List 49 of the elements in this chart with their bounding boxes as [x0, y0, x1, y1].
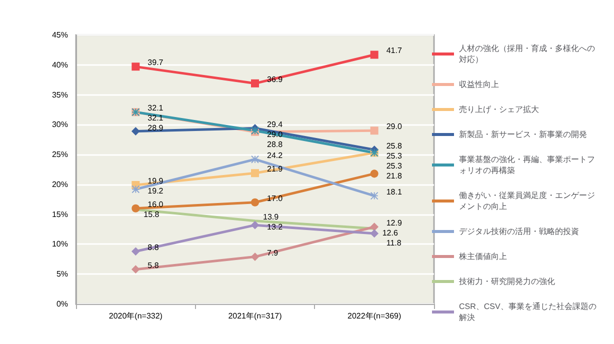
legend-label: 収益性向上: [459, 80, 499, 89]
y-tick-label: 20%: [52, 180, 68, 189]
legend-label: 新製品・新サービス・新事業の開発: [459, 130, 587, 139]
y-tick-label: 0%: [56, 300, 68, 308]
data-label: 25.3: [386, 151, 402, 160]
y-tick-label: 10%: [52, 240, 68, 249]
data-label: 29.4: [267, 120, 284, 129]
legend-label: 技術力・研究開発力の強化: [458, 277, 555, 286]
legend-label: 株主価値向上: [458, 252, 507, 261]
data-label: 11.8: [386, 238, 402, 248]
data-label: 32.1: [148, 104, 164, 113]
data-label: 19.9: [148, 176, 164, 186]
x-tick-label: 2020年(n=332): [108, 312, 163, 320]
data-label: 5.8: [148, 260, 160, 270]
legend-label: デジタル技術の活用・戦略的投資: [459, 227, 579, 236]
data-label: 18.1: [386, 187, 402, 196]
data-label: 7.9: [267, 248, 279, 258]
legend-label: 人材の強化（採用・育成・多様化への対応）: [459, 44, 595, 64]
y-tick-label: 35%: [52, 90, 68, 100]
y-tick-label: 25%: [52, 150, 68, 160]
data-label: 32.1: [148, 114, 164, 123]
data-label: 25.3: [386, 161, 402, 170]
legend-label: CSR、CSV、事業を通じた社会課題の解決: [459, 302, 596, 322]
data-label: 39.7: [148, 58, 164, 68]
y-tick-label: 40%: [52, 60, 68, 70]
y-tick-label: 15%: [52, 210, 68, 219]
data-label: 36.9: [267, 74, 284, 84]
data-label: 12.6: [382, 228, 398, 238]
data-label: 12.9: [386, 218, 402, 228]
data-label: 21.9: [267, 164, 284, 174]
data-label: 29.0: [386, 122, 402, 132]
data-label: 8.8: [148, 242, 160, 252]
data-label: 41.7: [386, 46, 402, 56]
data-label: 28.8: [267, 140, 284, 149]
data-label: 15.8: [144, 210, 160, 219]
data-label: 19.2: [148, 186, 164, 196]
y-tick-label: 45%: [52, 30, 68, 40]
legend-label: 売り上げ・シェア拡大: [459, 105, 539, 114]
y-tick-label: 5%: [56, 270, 68, 279]
data-label: 21.8: [386, 171, 402, 180]
legend-label: 事業基盤の強化・再編、事業ポートフォリオの再構築: [459, 155, 595, 175]
x-tick-label: 2022年(n=369): [348, 312, 402, 320]
legend-label: 働きがい・従業員満足度・エンゲージメントの向上: [459, 191, 595, 211]
data-label: 24.2: [267, 150, 284, 160]
y-tick-label: 30%: [52, 120, 68, 130]
data-label: 25.8: [386, 141, 402, 150]
data-label: 13.2: [267, 222, 284, 232]
x-tick-label: 2021年(n=317): [228, 312, 282, 320]
data-label: 13.9: [263, 212, 280, 222]
